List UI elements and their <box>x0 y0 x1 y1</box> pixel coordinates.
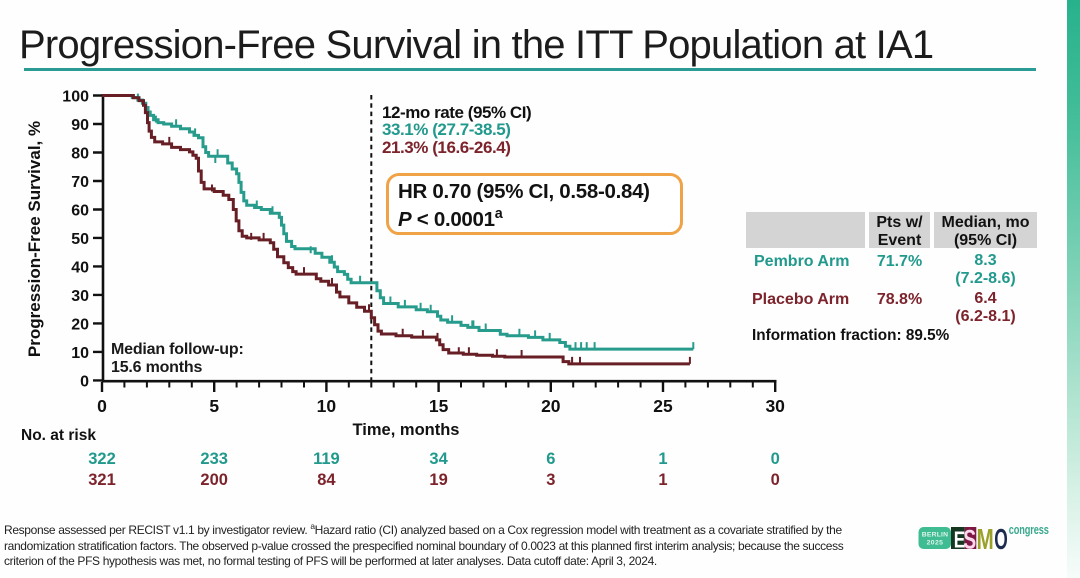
svg-text:10: 10 <box>317 396 337 416</box>
svg-text:1: 1 <box>658 450 667 468</box>
svg-text:0: 0 <box>80 373 89 390</box>
svg-text:30: 30 <box>71 288 89 305</box>
svg-text:40: 40 <box>71 259 89 276</box>
svg-text:15: 15 <box>429 396 449 416</box>
svg-text:1: 1 <box>658 471 667 489</box>
svg-text:3: 3 <box>546 471 555 489</box>
svg-text:M: M <box>977 523 994 555</box>
svg-text:E: E <box>954 528 966 553</box>
svg-text:80: 80 <box>71 146 89 163</box>
svg-text:19: 19 <box>429 471 447 489</box>
svg-text:90: 90 <box>71 117 89 134</box>
svg-text:233: 233 <box>200 450 228 468</box>
svg-text:200: 200 <box>200 471 228 489</box>
svg-text:No. at risk: No. at risk <box>21 427 96 444</box>
svg-text:S: S <box>963 524 976 554</box>
svg-text:0: 0 <box>97 396 107 416</box>
svg-text:0: 0 <box>771 450 780 468</box>
svg-text:BERLIN: BERLIN <box>922 532 949 539</box>
svg-text:50: 50 <box>71 231 89 248</box>
svg-text:322: 322 <box>88 450 116 468</box>
svg-text:0: 0 <box>771 471 780 489</box>
svg-text:84: 84 <box>317 471 336 489</box>
svg-text:Progression-Free Survival, %: Progression-Free Survival, % <box>25 121 44 357</box>
svg-text:20: 20 <box>71 316 89 333</box>
svg-text:34: 34 <box>429 450 448 468</box>
svg-text:119: 119 <box>313 450 340 468</box>
svg-text:10: 10 <box>71 345 89 362</box>
svg-text:2025: 2025 <box>927 540 944 547</box>
svg-text:congress: congress <box>1009 524 1049 538</box>
svg-text:321: 321 <box>88 471 116 489</box>
svg-text:5: 5 <box>209 396 219 416</box>
svg-text:O: O <box>994 523 1008 556</box>
svg-text:70: 70 <box>71 174 89 191</box>
svg-text:Time, months: Time, months <box>353 421 460 439</box>
svg-text:25: 25 <box>653 396 673 416</box>
svg-text:60: 60 <box>71 203 89 220</box>
svg-text:30: 30 <box>765 396 785 416</box>
svg-text:6: 6 <box>546 450 555 468</box>
svg-text:100: 100 <box>62 89 89 106</box>
svg-text:20: 20 <box>541 396 561 416</box>
